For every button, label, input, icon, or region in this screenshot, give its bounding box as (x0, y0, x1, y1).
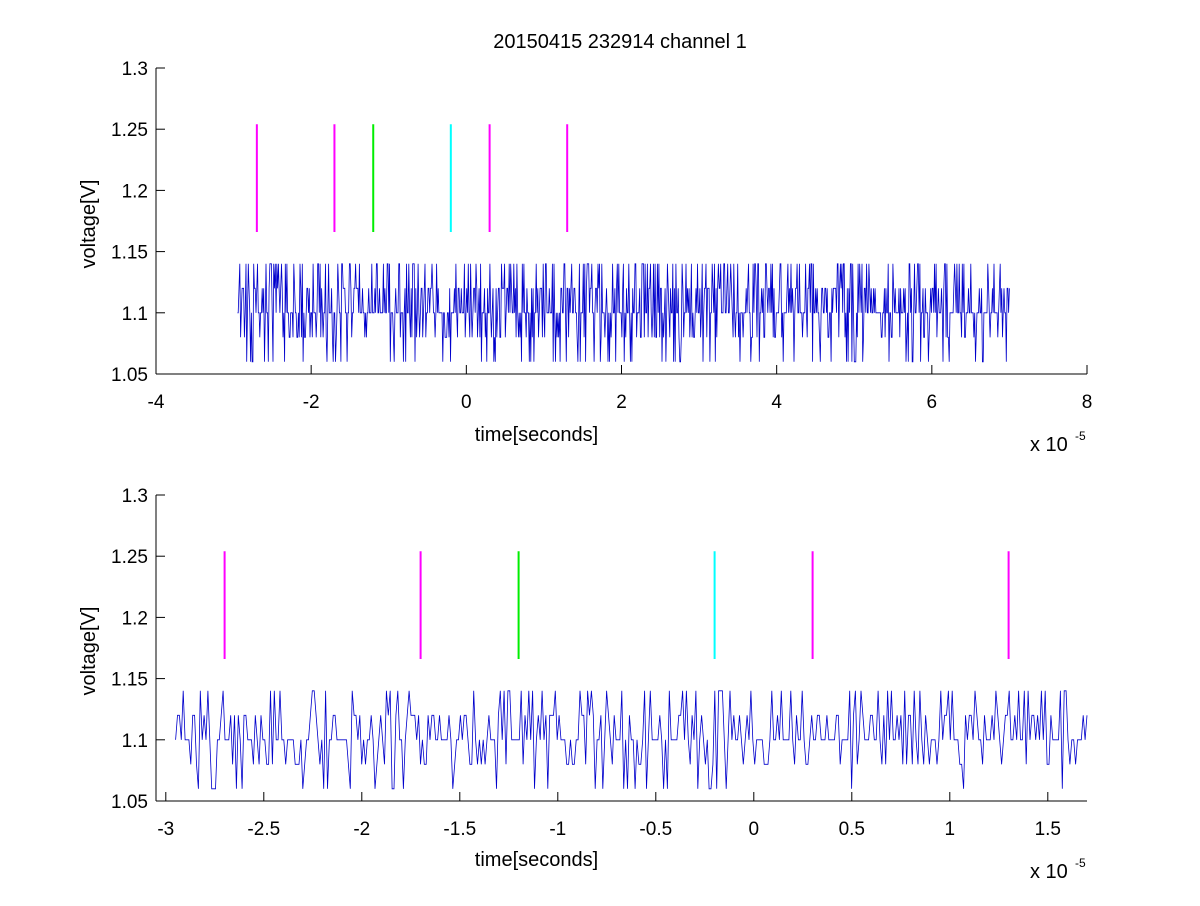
y-axis-label: voltage[V] (78, 607, 100, 696)
y-tick-label: 1.15 (111, 243, 148, 264)
voltage-trace (237, 263, 1010, 363)
x-tick-label: 0 (461, 392, 472, 413)
x-tick-label: -4 (148, 392, 165, 413)
x-tick-label: -1.5 (443, 819, 476, 840)
y-tick-label: 1.15 (111, 670, 148, 691)
x-tick-label: 2 (616, 392, 627, 413)
x-tick-label: 1 (945, 819, 956, 840)
y-tick-label: 1.1 (122, 731, 148, 752)
x-tick-label: -2 (353, 819, 370, 840)
x-exponent-label: x 10 (1030, 861, 1068, 883)
y-tick-label: 1.05 (111, 792, 148, 813)
x-axis-label: time[seconds] (475, 849, 598, 871)
y-tick-label: 1.2 (122, 608, 148, 629)
y-tick-label: 1.05 (111, 365, 148, 386)
x-tick-label: -2.5 (247, 819, 280, 840)
y-tick-label: 1.3 (122, 59, 148, 80)
plot-top: 1.05 1.1 1.15 1.2 1.25 1.3 -4 -2 0 2 4 6 8 time[secon… (78, 59, 1092, 456)
y-tick-label: 1.3 (122, 486, 148, 507)
x-tick-label: 0 (749, 819, 760, 840)
x-tick-label: 1.5 (1035, 819, 1061, 840)
y-tick-label: 1.1 (122, 304, 148, 325)
y-tick-label: 1.25 (111, 547, 148, 568)
x-tick-label: 4 (771, 392, 782, 413)
y-tick-label: 1.2 (122, 181, 148, 202)
x-tick-label: -3 (157, 819, 174, 840)
voltage-trace (175, 690, 1088, 790)
figure-title: 20150415 232914 channel 1 (493, 31, 747, 53)
x-exponent-value: -5 (1075, 429, 1086, 443)
x-exponent-value: -5 (1075, 856, 1086, 870)
x-tick-label: 6 (927, 392, 938, 413)
x-exponent-label: x 10 (1030, 434, 1068, 456)
y-tick-label: 1.25 (111, 120, 148, 141)
x-tick-label: -0.5 (639, 819, 672, 840)
y-axis-label: voltage[V] (78, 180, 100, 269)
x-tick-label: 0.5 (839, 819, 865, 840)
x-axis-label: time[seconds] (475, 424, 598, 446)
x-tick-label: -1 (549, 819, 566, 840)
x-tick-label: -2 (303, 392, 320, 413)
plot-bottom: 1.05 1.1 1.15 1.2 1.25 1.3 -3 -2.5 -2 -1.5 -1 -0.5 0… (78, 486, 1088, 883)
x-tick-label: 8 (1082, 392, 1093, 413)
